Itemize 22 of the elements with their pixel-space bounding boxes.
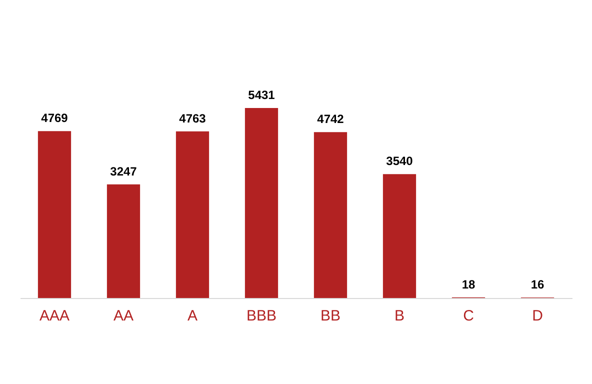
data-label: 18 (462, 277, 476, 292)
bar (176, 131, 210, 298)
bar (106, 184, 140, 298)
data-label: 3540 (386, 154, 414, 168)
x-tick-label: A (187, 308, 198, 324)
data-label: 4763 (179, 111, 206, 126)
data-label: 16 (530, 277, 544, 292)
x-tick-label: AAA (39, 308, 70, 324)
x-tick-label: BB (320, 308, 341, 324)
x-tick-label: AA (113, 308, 134, 324)
bar (314, 132, 348, 298)
bar (244, 108, 278, 298)
bar (38, 131, 72, 298)
bar (382, 174, 416, 298)
x-tick-label: D (532, 308, 544, 324)
x-tick-label: BBB (246, 308, 277, 324)
data-label: 5431 (248, 88, 276, 102)
x-tick-label: B (394, 308, 405, 324)
data-label: 4742 (317, 112, 344, 126)
data-label: 3247 (110, 164, 138, 178)
x-tick-label: C (463, 308, 474, 324)
data-label: 4769 (41, 111, 68, 126)
